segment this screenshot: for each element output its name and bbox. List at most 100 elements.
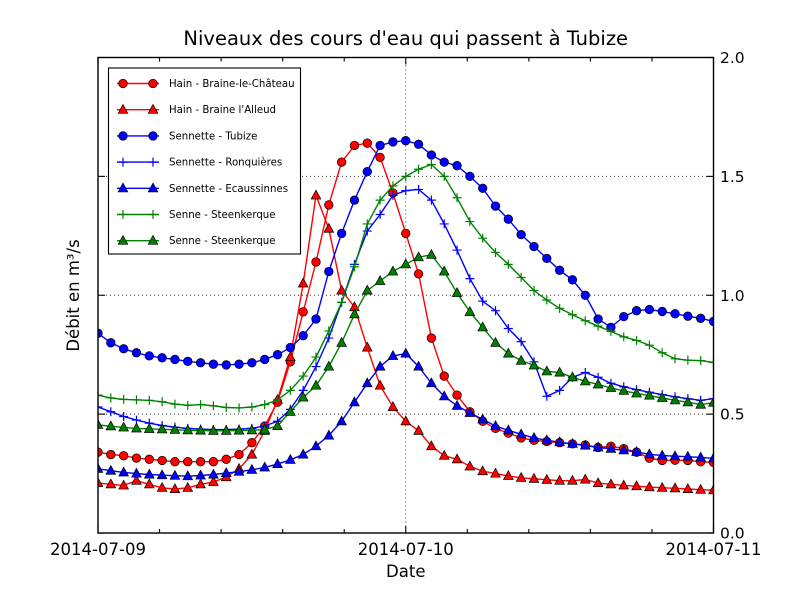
triangle-marker [682, 450, 694, 461]
legend-entry-6: Senne - Steenkerque [117, 234, 276, 247]
triangle-marker [143, 422, 155, 433]
circle-marker [170, 354, 180, 365]
triangle-marker [451, 399, 463, 410]
plus-marker [542, 391, 552, 401]
legend-label: Sennette - Tubize [169, 131, 257, 142]
triangle-marker [592, 378, 604, 389]
plus-marker [98, 390, 103, 400]
triangle-marker [182, 424, 194, 435]
circle-marker [336, 228, 347, 239]
circle-marker [183, 356, 193, 366]
plus-marker [118, 157, 128, 167]
plus-marker [362, 219, 372, 229]
plus-marker [567, 310, 577, 320]
plus-marker [580, 316, 590, 326]
triangle-marker [426, 248, 437, 259]
triangle-marker [579, 473, 591, 484]
plus-marker [503, 259, 513, 269]
circle-marker [349, 195, 360, 205]
triangle-marker [464, 460, 476, 471]
circle-marker [362, 166, 372, 177]
triangle-marker [502, 470, 514, 480]
triangle-marker [490, 467, 501, 478]
plus-marker [285, 385, 295, 395]
grid-lines [98, 57, 714, 533]
plus-marker [144, 395, 154, 405]
triangle-marker [147, 234, 159, 245]
plus-marker [619, 332, 629, 342]
triangle-marker [426, 440, 437, 451]
circle-marker [98, 447, 103, 457]
plus-marker [529, 285, 539, 295]
legend-label: Sennette - Ecaussinnes [169, 184, 288, 195]
triangle-marker [323, 222, 335, 233]
triangle-marker [117, 103, 129, 114]
triangle-marker [297, 277, 309, 288]
plus-marker [311, 362, 321, 372]
circle-marker [401, 136, 411, 146]
triangle-marker [118, 421, 130, 432]
triangle-marker [656, 449, 668, 460]
circle-marker [336, 157, 347, 167]
y-axis-label: Débit en m³/s [64, 239, 83, 351]
triangle-marker [284, 405, 296, 416]
triangle-marker [490, 336, 501, 347]
circle-marker [426, 333, 437, 343]
circle-marker [195, 457, 206, 467]
circle-marker [144, 454, 154, 464]
x-axis-label: Date [386, 562, 425, 581]
legend-entry-4: Sennette - Ecaussinnes [117, 182, 288, 195]
triangle-marker [169, 423, 181, 434]
circle-marker [644, 304, 655, 315]
triangle-marker [284, 453, 296, 464]
circle-marker [683, 311, 693, 321]
triangle-marker [387, 265, 399, 276]
plus-marker [260, 400, 270, 410]
legend-label: Hain - Braine l'Alleud [169, 105, 276, 116]
triangle-marker [117, 182, 129, 193]
plus-marker [503, 324, 513, 334]
circle-marker [208, 457, 219, 467]
plus-marker [106, 393, 116, 403]
circle-marker [144, 351, 154, 361]
legend-entry-5: Senne - Steenkerque [117, 210, 276, 221]
circle-marker [580, 290, 590, 300]
triangle-marker [451, 286, 463, 297]
circle-marker [516, 229, 526, 240]
triangle-marker [143, 478, 155, 489]
triangle-marker [541, 365, 553, 376]
y-tick-label: 1.0 [720, 287, 745, 305]
plus-marker [388, 190, 398, 200]
legend-box [107, 67, 302, 255]
plus-marker [401, 186, 411, 196]
plus-marker [452, 245, 462, 255]
circle-marker [619, 311, 629, 322]
triangle-marker [297, 391, 309, 402]
triangle-marker [246, 463, 258, 474]
triangle-marker [361, 377, 373, 388]
circle-marker [413, 269, 424, 279]
triangle-marker [387, 401, 399, 411]
circle-marker [542, 253, 552, 264]
triangle-marker [567, 371, 578, 382]
triangle-marker [515, 471, 527, 482]
plus-marker [555, 385, 565, 395]
plus-marker [273, 395, 283, 405]
circle-marker [670, 309, 680, 319]
triangle-marker [156, 469, 168, 480]
triangle-marker [464, 407, 476, 417]
plus-marker [388, 181, 398, 191]
series-6 [98, 248, 714, 435]
circle-marker [148, 131, 158, 141]
triangle-marker [464, 305, 476, 316]
triangle-marker [438, 265, 450, 276]
plus-marker [709, 394, 714, 404]
plus-marker [555, 303, 565, 313]
circle-marker [106, 449, 116, 460]
triangle-marker [682, 483, 694, 493]
plus-marker [478, 233, 488, 243]
triangle-marker [118, 466, 130, 477]
plus-marker [439, 219, 449, 229]
